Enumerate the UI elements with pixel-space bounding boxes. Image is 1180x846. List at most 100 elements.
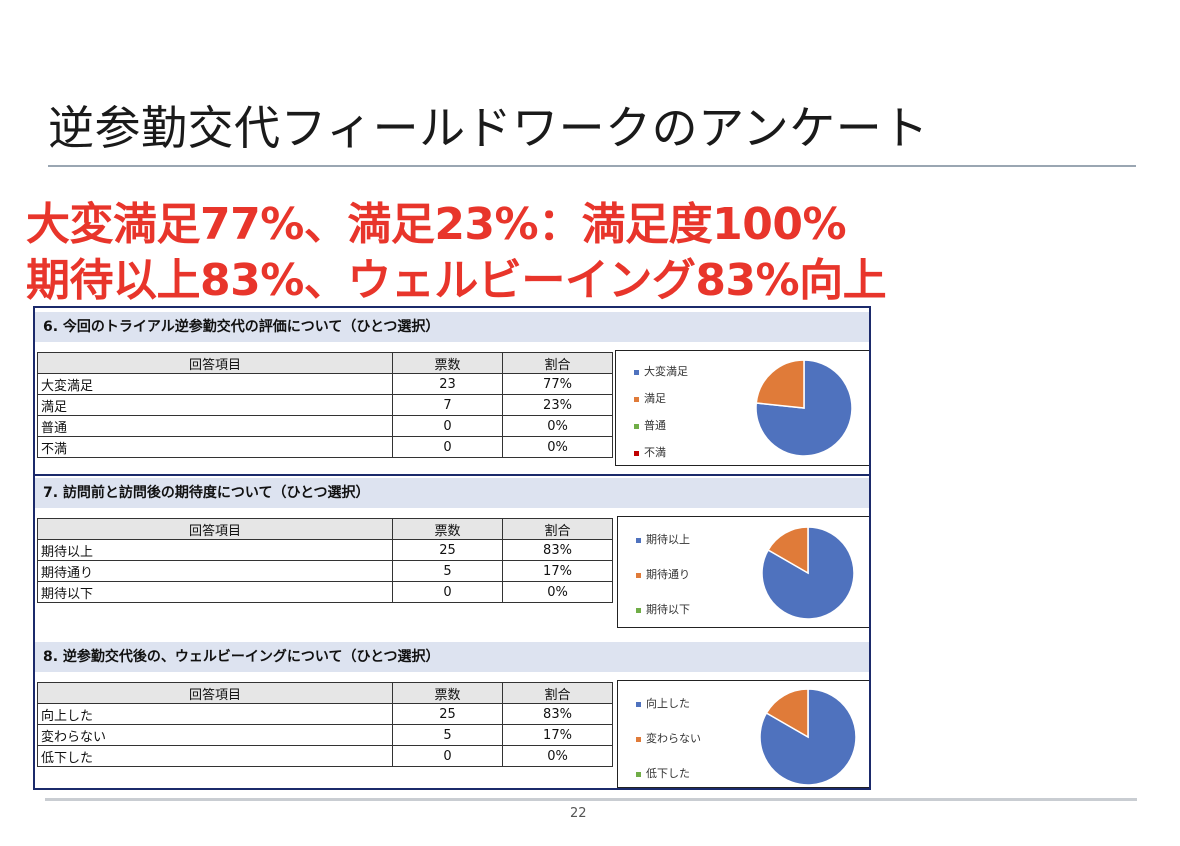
table-row: 不満 0 0%	[37, 436, 613, 458]
row-ratio: 23%	[502, 394, 613, 416]
row-votes: 0	[392, 745, 503, 767]
row-ratio: 0%	[502, 581, 613, 603]
legend-label: 変わらない	[646, 732, 701, 745]
row-votes: 5	[392, 560, 503, 582]
question-8-title: 8. 逆参勤交代後の、ウェルビーイングについて（ひとつ選択）	[35, 642, 869, 672]
row-votes: 0	[392, 581, 503, 603]
page-number: 22	[570, 806, 587, 821]
legend-label: 期待以下	[646, 603, 690, 616]
legend-label: 期待通り	[646, 568, 690, 581]
survey-panel: 6. 今回のトライアル逆参勤交代の評価について（ひとつ選択） 回答項目 票数 割…	[33, 306, 871, 790]
legend-swatch	[636, 572, 641, 578]
table-row: 低下した 0 0%	[37, 745, 613, 767]
row-votes: 5	[392, 724, 503, 746]
row-ratio: 0%	[502, 415, 613, 437]
row-label: 低下した	[37, 745, 393, 767]
table-header-votes: 票数	[392, 682, 503, 704]
table-row: 普通 0 0%	[37, 415, 613, 437]
legend-label: 不満	[644, 446, 666, 459]
row-label: 変わらない	[37, 724, 393, 746]
table-row: 満足 7 23%	[37, 394, 613, 416]
table-row: 期待以下 0 0%	[37, 581, 613, 603]
legend-item: 大変満足	[634, 363, 688, 379]
row-ratio: 83%	[502, 539, 613, 561]
table-header-item: 回答項目	[37, 518, 393, 540]
legend-label: 期待以上	[646, 533, 690, 546]
row-label: 不満	[37, 436, 393, 458]
question-8-table: 回答項目 票数 割合 向上した 25 83% 変わらない 5 17% 低下した …	[37, 682, 613, 767]
legend-swatch	[634, 423, 639, 429]
legend-swatch	[636, 771, 641, 777]
table-header-ratio: 割合	[502, 352, 613, 374]
legend-item: 満足	[634, 390, 666, 406]
question-8-chart: 向上した変わらない低下した	[617, 680, 869, 788]
row-label: 向上した	[37, 703, 393, 725]
table-row: 大変満足 23 77%	[37, 373, 613, 395]
question-7-title: 7. 訪問前と訪問後の期待度について（ひとつ選択）	[35, 478, 869, 508]
row-votes: 7	[392, 394, 503, 416]
row-label: 普通	[37, 415, 393, 437]
legend-swatch	[634, 450, 639, 456]
legend-swatch	[634, 396, 639, 402]
slide-title: 逆参勤交代フィールドワークのアンケート	[48, 101, 929, 155]
table-header-item: 回答項目	[37, 682, 393, 704]
pie-chart	[761, 526, 855, 620]
legend-label: 大変満足	[644, 365, 688, 378]
legend-item: 期待以上	[636, 531, 690, 547]
table-row: 期待以上 25 83%	[37, 539, 613, 561]
section-separator	[35, 474, 869, 476]
table-row: 変わらない 5 17%	[37, 724, 613, 746]
legend-label: 向上した	[646, 697, 690, 710]
row-votes: 23	[392, 373, 503, 395]
row-label: 大変満足	[37, 373, 393, 395]
table-row: 向上した 25 83%	[37, 703, 613, 725]
headline-line-1: 大変満足77%、満足23%：満足度100%	[26, 199, 847, 250]
legend-label: 低下した	[646, 767, 690, 780]
bottom-rule	[45, 798, 1137, 801]
row-ratio: 0%	[502, 745, 613, 767]
headline-line-2: 期待以上83%、ウェルビーイング83%向上	[26, 255, 887, 306]
row-ratio: 83%	[502, 703, 613, 725]
legend-swatch	[636, 701, 641, 707]
pie-slice-大変満足	[755, 359, 853, 457]
question-7-chart: 期待以上期待通り期待以下	[617, 516, 869, 628]
legend-label: 満足	[644, 392, 666, 405]
pie-slice-満足	[755, 359, 805, 409]
legend-label: 普通	[644, 419, 666, 432]
pie-slice-期待通り	[767, 526, 809, 575]
row-votes: 0	[392, 415, 503, 437]
legend-item: 期待通り	[636, 566, 690, 582]
pie-chart	[759, 688, 857, 786]
table-header-ratio: 割合	[502, 682, 613, 704]
row-votes: 25	[392, 539, 503, 561]
row-label: 期待以下	[37, 581, 393, 603]
legend-item: 不満	[634, 444, 666, 460]
title-rule	[48, 165, 1136, 167]
table-header-ratio: 割合	[502, 518, 613, 540]
legend-item: 期待以下	[636, 601, 690, 617]
row-label: 期待通り	[37, 560, 393, 582]
legend-swatch	[636, 607, 641, 613]
row-votes: 25	[392, 703, 503, 725]
legend-item: 変わらない	[636, 730, 701, 746]
row-label: 満足	[37, 394, 393, 416]
row-ratio: 17%	[502, 724, 613, 746]
table-header-item: 回答項目	[37, 352, 393, 374]
row-ratio: 0%	[502, 436, 613, 458]
legend-item: 低下した	[636, 765, 690, 781]
row-ratio: 17%	[502, 560, 613, 582]
question-6-chart: 大変満足満足普通不満	[615, 350, 869, 466]
legend-swatch	[634, 369, 639, 375]
table-header-votes: 票数	[392, 352, 503, 374]
question-7-table: 回答項目 票数 割合 期待以上 25 83% 期待通り 5 17% 期待以下 0…	[37, 518, 613, 603]
question-6-title: 6. 今回のトライアル逆参勤交代の評価について（ひとつ選択）	[35, 312, 869, 342]
row-ratio: 77%	[502, 373, 613, 395]
table-row: 期待通り 5 17%	[37, 560, 613, 582]
legend-item: 普通	[634, 417, 666, 433]
row-votes: 0	[392, 436, 503, 458]
legend-swatch	[636, 736, 641, 742]
legend-item: 向上した	[636, 695, 690, 711]
legend-swatch	[636, 537, 641, 543]
question-6-table: 回答項目 票数 割合 大変満足 23 77% 満足 7 23% 普通 0 0% …	[37, 352, 613, 458]
table-header-votes: 票数	[392, 518, 503, 540]
